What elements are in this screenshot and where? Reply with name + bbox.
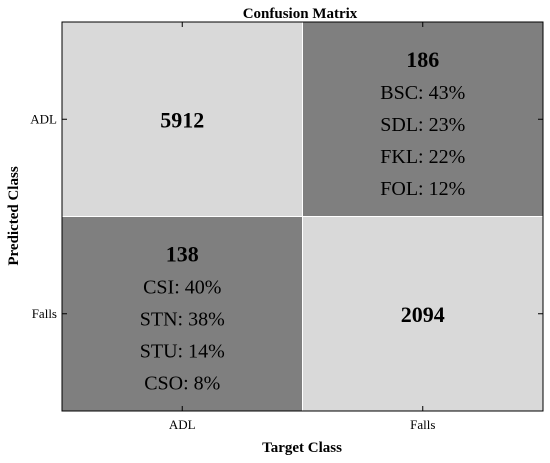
matrix-cell: 5912 <box>61 21 303 217</box>
y-axis-ticks: ADL Falls <box>30 111 543 321</box>
cell-count: 2094 <box>401 302 445 327</box>
cell-count: 5912 <box>160 107 204 132</box>
cell-background <box>302 216 544 412</box>
cell-breakdown-line: FOL: 12% <box>380 178 465 200</box>
chart-title: Confusion Matrix <box>243 6 358 22</box>
cell-background <box>61 21 303 217</box>
plot-border <box>61 21 544 412</box>
cell-breakdown-line: SDL: 23% <box>380 114 465 136</box>
matrix-cell: 186 BSC: 43% SDL: 23% FKL: 22% FOL: 12% <box>302 21 544 217</box>
cell-background <box>302 21 544 217</box>
cell-count: 138 <box>166 242 199 267</box>
cell-breakdown-line: STN: 38% <box>140 309 225 331</box>
cell-breakdown-line: FKL: 22% <box>380 146 465 168</box>
x-axis-ticks: ADL Falls <box>169 22 435 432</box>
x-tick-label: Falls <box>410 417 435 432</box>
cell-background <box>61 216 303 412</box>
cell-breakdown-line: BSC: 43% <box>380 82 465 104</box>
y-tick-label: ADL <box>30 111 57 126</box>
x-tick-label: ADL <box>169 417 196 432</box>
cell-count: 186 <box>406 47 439 72</box>
x-axis-label: Target Class <box>262 440 342 456</box>
y-tick-label: Falls <box>32 306 57 321</box>
cell-breakdown-line: CSO: 8% <box>144 373 220 395</box>
matrix-cell: 2094 <box>302 216 544 412</box>
cell-breakdown-line: CSI: 40% <box>143 277 221 299</box>
matrix-cell: 138 CSI: 40% STN: 38% STU: 14% CSO: 8% <box>61 216 303 412</box>
cell-breakdown-line: STU: 14% <box>140 341 225 363</box>
y-axis-label: Predicted Class <box>6 166 22 265</box>
